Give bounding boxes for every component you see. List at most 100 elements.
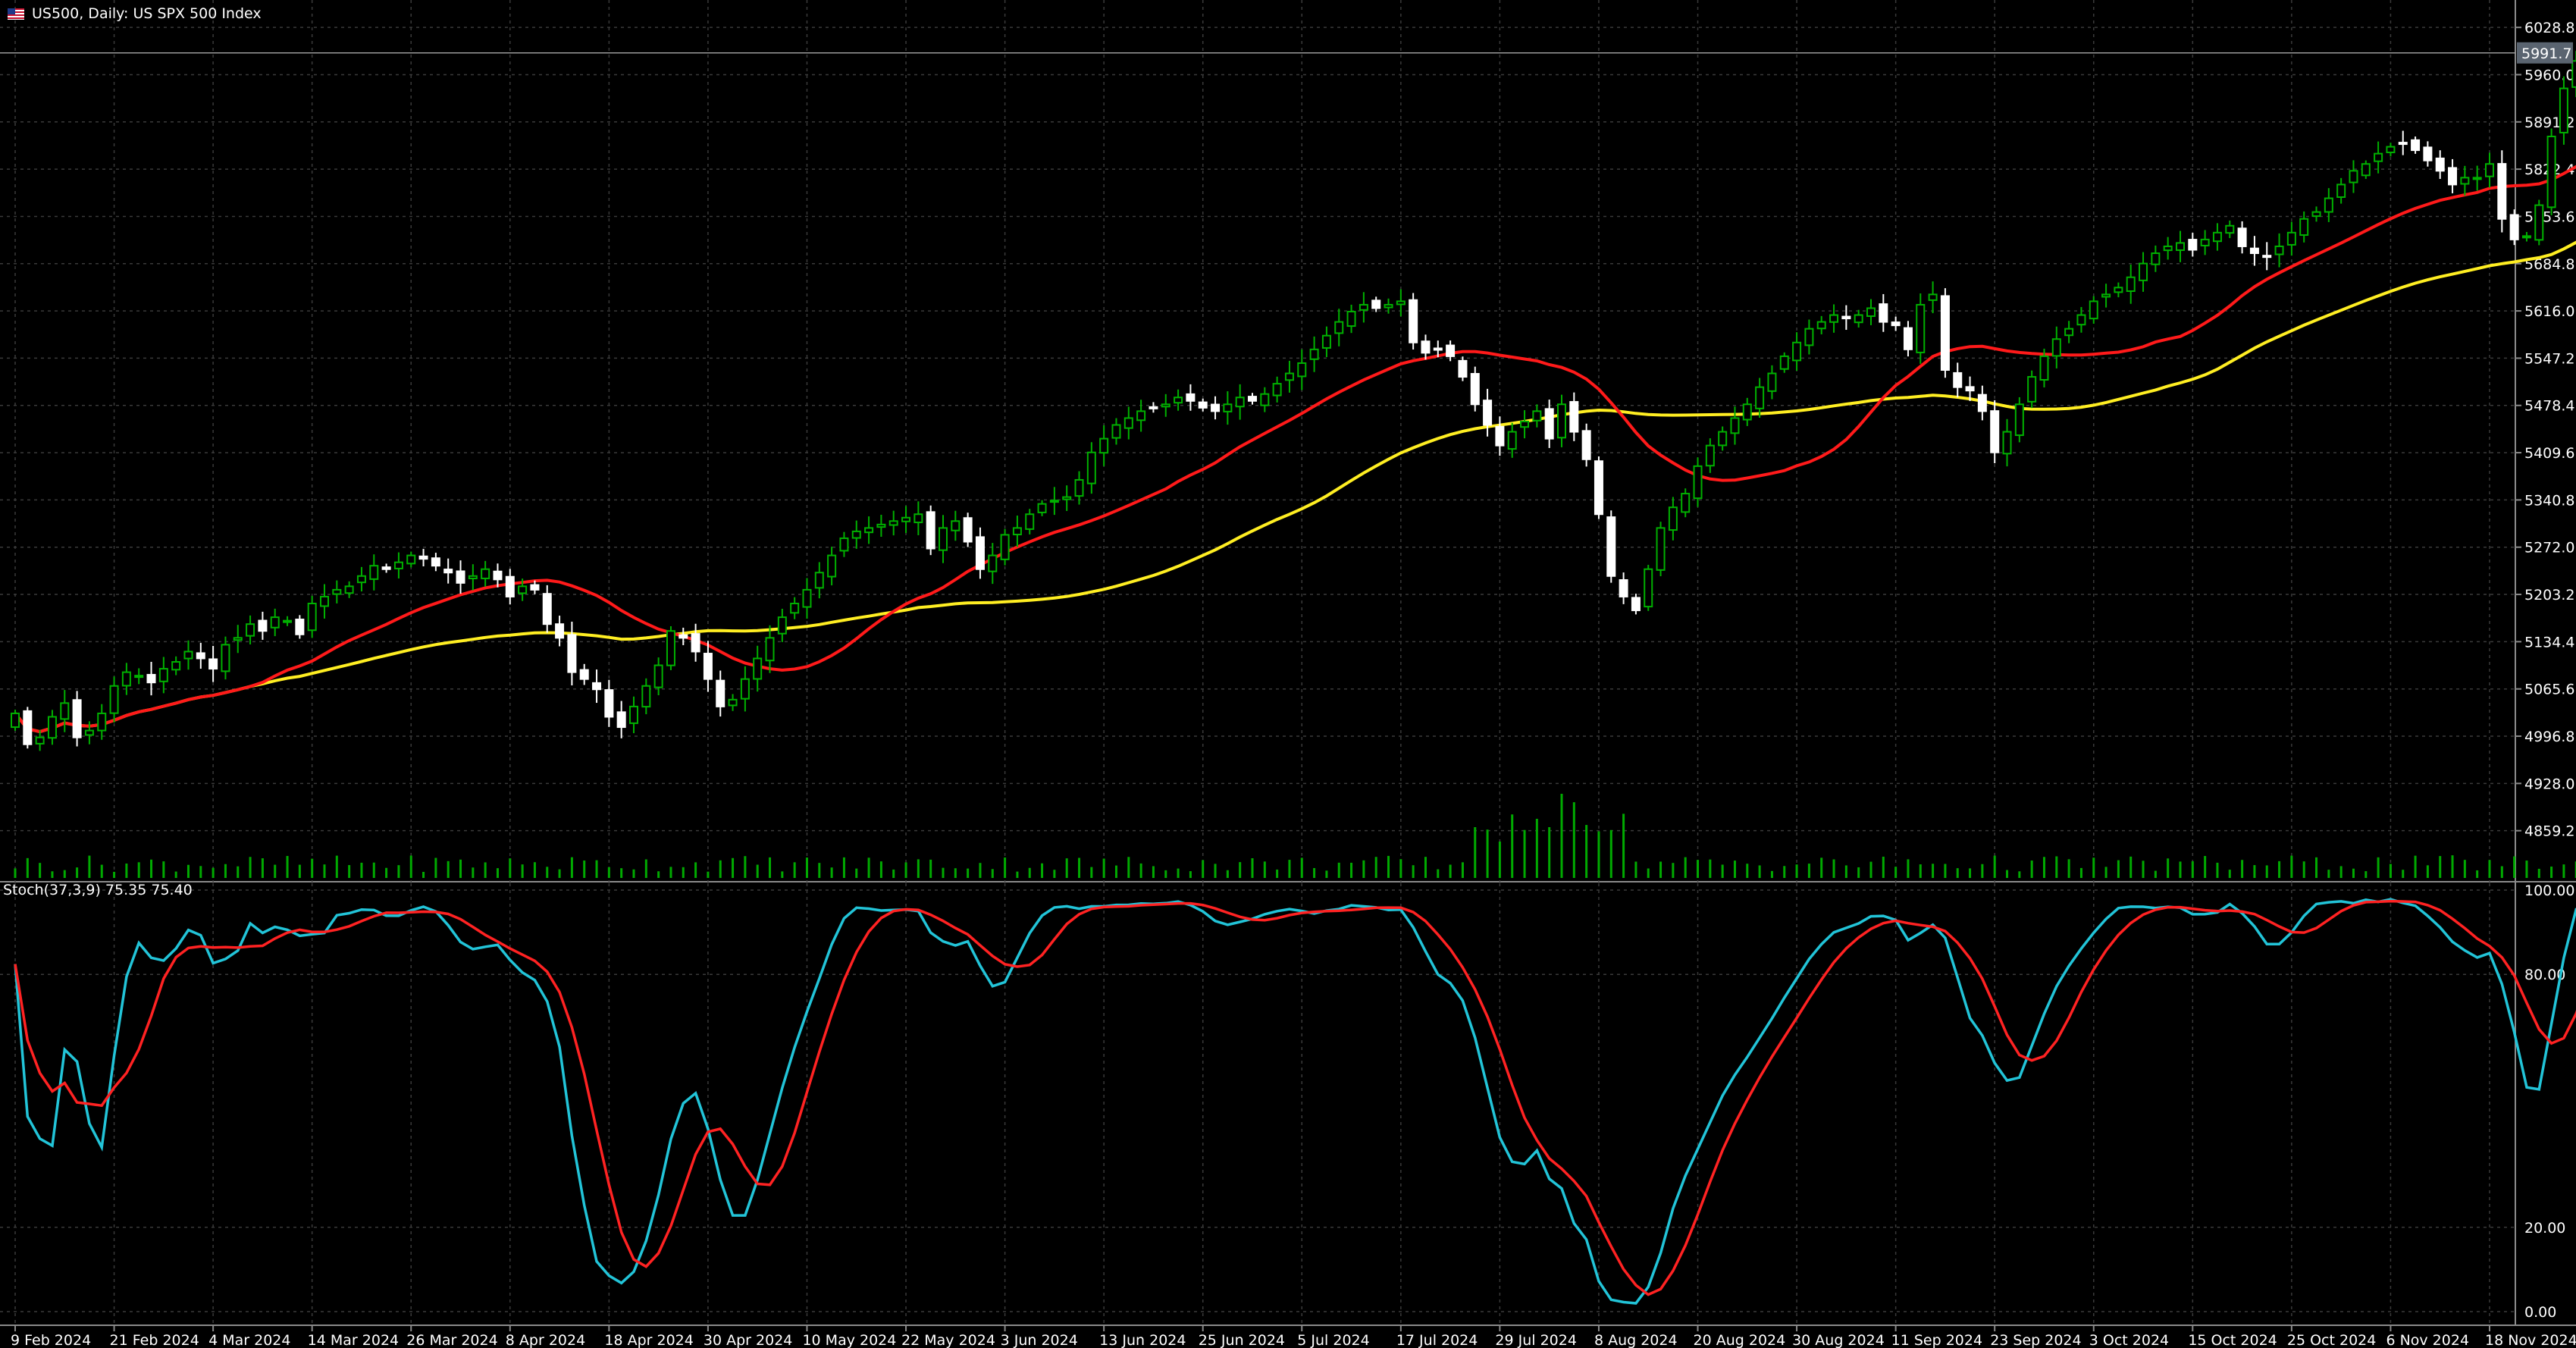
candle-body — [703, 653, 713, 680]
candle-body — [2448, 167, 2458, 186]
price-tick-label: 5547.2 — [2524, 350, 2574, 367]
time-tick-label: 30 Aug 2024 — [1792, 1332, 1885, 1348]
candle-body — [2286, 231, 2296, 246]
candle-body — [1161, 403, 1170, 408]
candle-body — [356, 575, 366, 584]
candle-body — [1371, 299, 1381, 309]
price-tick-label: 5478.4 — [2524, 398, 2574, 415]
candle-body — [1965, 386, 1975, 392]
moving-average-fast — [14, 165, 2576, 734]
candle-body — [1025, 513, 1035, 530]
candle-body — [1532, 410, 1542, 422]
chart-header: US500, Daily: US SPX 500 Index — [8, 3, 262, 24]
candle-body — [1458, 359, 1468, 378]
price-tick-label: 5409.6 — [2524, 445, 2574, 462]
candle-body — [1321, 334, 1331, 349]
candle-body — [1483, 400, 1493, 426]
price-tick-label: 6028.8 — [2524, 20, 2574, 36]
candle-body — [2274, 245, 2284, 255]
candle-body — [827, 554, 837, 578]
price-tick-label: 5272.0 — [2524, 540, 2574, 556]
candle-body — [2225, 224, 2235, 234]
candle-body — [246, 623, 255, 637]
candle-body — [1297, 362, 1307, 378]
candle-body — [1804, 328, 1814, 346]
candle-body — [1718, 431, 1728, 447]
candle-body — [146, 673, 156, 684]
time-tick-label: 15 Oct 2024 — [2188, 1332, 2277, 1348]
candle-body — [2064, 328, 2074, 337]
candle-body — [790, 603, 800, 614]
candle-body — [60, 702, 70, 720]
time-tick-label: 17 Jul 2024 — [1396, 1332, 1478, 1348]
candle-body — [1074, 478, 1084, 497]
candle-body — [1730, 417, 1740, 434]
candle-body — [393, 561, 403, 569]
candle-body — [2497, 163, 2507, 220]
candle-body — [1656, 527, 1666, 571]
time-tick-label: 18 Nov 2024 — [2485, 1332, 2576, 1348]
candle-body — [1705, 444, 1715, 467]
candle-body — [2188, 239, 2198, 251]
candle-body — [653, 664, 663, 688]
candle-body — [1854, 314, 1863, 324]
candle-body — [1594, 460, 1603, 516]
candle-body — [2423, 146, 2433, 161]
candle-body — [951, 520, 961, 531]
current-price-label: 5991.7 — [2521, 45, 2571, 62]
candle-body — [2101, 293, 2111, 298]
candle-body — [2374, 152, 2383, 162]
price-tick-label: 5065.6 — [2524, 682, 2574, 698]
candle-body — [1198, 401, 1208, 409]
time-tick-label: 11 Sep 2024 — [1891, 1332, 1982, 1348]
candle-body — [629, 705, 638, 724]
candle-body — [542, 593, 552, 625]
candle-body — [332, 588, 342, 595]
candle-body — [666, 630, 675, 666]
candle-body — [1755, 386, 1765, 409]
candle-body — [926, 511, 935, 550]
candle-body — [134, 675, 144, 679]
candle-body — [1953, 371, 1963, 388]
stochastic-label: Stoch(37,3,9) 75.35 75.40 — [3, 882, 193, 898]
candle-body — [1248, 396, 1257, 402]
price-tick-label: 5753.6 — [2524, 208, 2574, 225]
candle-body — [1149, 406, 1158, 409]
candle-body — [777, 616, 787, 635]
price-tick-label: 4996.8 — [2524, 729, 2574, 745]
candle-body — [1186, 393, 1196, 402]
candle-body — [1520, 420, 1530, 428]
vertical-grid — [14, 0, 2490, 1325]
candle-body — [1062, 496, 1072, 500]
candle-body — [641, 685, 651, 708]
candle-body — [2163, 245, 2173, 252]
candle-body — [1606, 516, 1616, 577]
candle-body — [839, 537, 849, 552]
price-tick-label: 5960.0 — [2524, 67, 2574, 83]
time-tick-label: 6 Nov 2024 — [2386, 1332, 2469, 1348]
candle-body — [1644, 568, 1653, 608]
price-tick-label: 5203.2 — [2524, 587, 2574, 603]
candle-body — [1940, 295, 1950, 371]
candle-body — [567, 634, 577, 673]
candle-body — [555, 623, 565, 639]
candle-body — [233, 637, 243, 641]
candle-body — [1928, 293, 1938, 301]
candle-body — [1779, 355, 1789, 370]
stochastic-signal-line — [14, 899, 2576, 1296]
candle-body — [2411, 139, 2421, 152]
price-tick-label: 5134.4 — [2524, 634, 2574, 650]
candle-body — [1619, 578, 1628, 597]
candle-body — [1681, 493, 1691, 513]
time-tick-label: 3 Jun 2024 — [1001, 1332, 1078, 1348]
candle-body — [1495, 425, 1505, 447]
candle-body — [109, 685, 119, 714]
candle-body — [1990, 410, 2000, 453]
candle-body — [2571, 60, 2576, 88]
candle-body — [2126, 276, 2136, 293]
time-tick-label: 3 Oct 2024 — [2089, 1332, 2169, 1348]
time-tick-label: 8 Aug 2024 — [1594, 1332, 1678, 1348]
time-tick-label: 21 Feb 2024 — [110, 1332, 199, 1348]
stoch-tick-label: 20.00 — [2524, 1220, 2565, 1237]
